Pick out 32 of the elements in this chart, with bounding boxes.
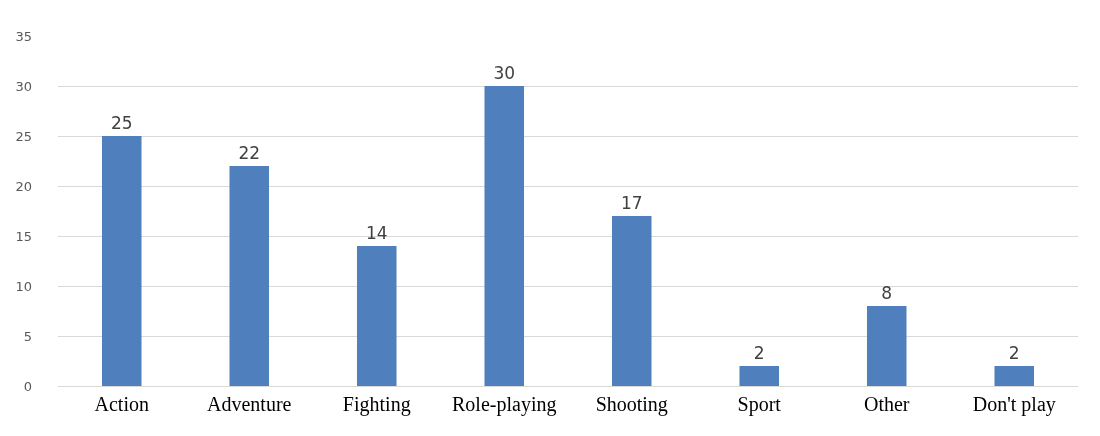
y-tick-label: 5 xyxy=(23,328,32,344)
y-tick-label: 30 xyxy=(15,78,32,94)
data-label: 14 xyxy=(365,223,388,243)
x-tick-label: Adventure xyxy=(207,393,292,415)
data-label: 8 xyxy=(881,283,893,303)
data-label: 25 xyxy=(110,113,133,133)
data-label: 30 xyxy=(493,63,516,83)
x-tick-label: Other xyxy=(863,393,910,415)
data-label: 2 xyxy=(753,343,765,363)
bar xyxy=(484,86,525,386)
y-tick-label: 10 xyxy=(15,278,32,294)
bar xyxy=(611,216,652,386)
bar xyxy=(101,136,142,386)
x-tick-label: Shooting xyxy=(595,393,668,416)
y-tick-label: 20 xyxy=(15,178,32,194)
data-label: 2 xyxy=(1008,343,1020,363)
x-tick-label: Don't play xyxy=(972,393,1056,416)
data-label: 17 xyxy=(620,193,643,213)
x-tick-label: Role-playing xyxy=(452,393,557,416)
bar xyxy=(739,366,780,386)
bar xyxy=(356,246,397,386)
data-label: 22 xyxy=(238,143,261,163)
bar xyxy=(866,306,907,386)
bar xyxy=(229,166,270,386)
bar xyxy=(994,366,1035,386)
y-tick-label: 15 xyxy=(15,228,32,244)
y-tick-label: 35 xyxy=(15,28,32,44)
x-tick-label: Sport xyxy=(737,393,782,416)
y-tick-label: 0 xyxy=(23,378,32,394)
x-tick-label: Fighting xyxy=(342,393,411,416)
x-tick-label: Action xyxy=(94,393,149,415)
y-tick-label: 25 xyxy=(15,128,32,144)
